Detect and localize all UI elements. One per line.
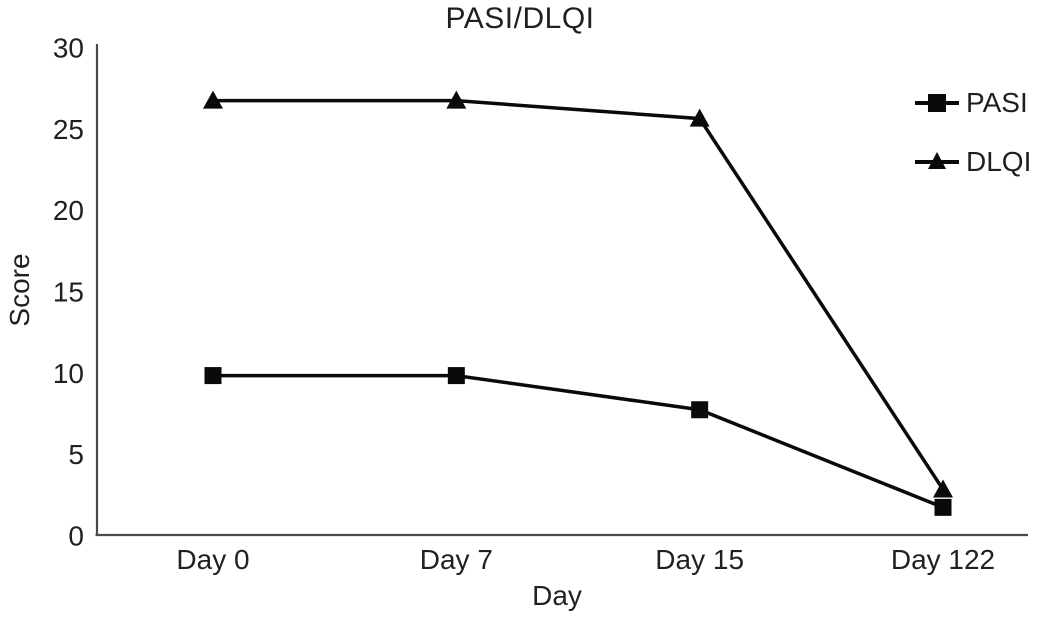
marker-triangle-dlqi-0 [203,90,223,109]
legend: PASI DLQI [915,83,1031,201]
x-tick-label-day-122: Day 122 [891,544,995,575]
marker-square-pasi-3 [934,498,952,516]
marker-triangle-dlqi-2 [689,108,710,127]
series-line-pasi [213,373,944,509]
y-tick-label-15: 15 [53,277,84,308]
y-tick-label-5: 5 [68,439,84,470]
x-tick-label-day-15: Day 15 [655,544,744,575]
x-axis-title: Day [532,580,582,611]
series-line-dlqi [213,98,945,491]
legend-label-pasi: PASI [966,87,1028,118]
dlqi-triangle-marker-icon [915,152,959,169]
marker-square-pasi-0 [204,367,222,385]
legend-item-pasi: PASI [915,83,1031,123]
x-tick-label-day-0: Day 0 [176,544,249,575]
y-tick-label-0: 0 [68,521,84,552]
legend-item-dlqi: DLQI [915,142,1031,182]
chart-title: PASI/DLQI [445,2,595,35]
pasi-square-marker-icon [915,94,959,112]
y-tick-label-10: 10 [53,358,84,389]
marker-square-pasi-2 [691,401,709,419]
marker-triangle-dlqi-1 [446,90,467,109]
y-tick-label-30: 30 [53,33,84,64]
marker-triangle-dlqi-3 [933,479,953,498]
x-tick-label-day-7: Day 7 [420,544,493,575]
legend-label-dlqi: DLQI [966,146,1032,177]
y-tick-label-25: 25 [53,114,84,145]
marker-square-pasi-1 [447,367,465,385]
y-tick-label-20: 20 [53,195,84,226]
